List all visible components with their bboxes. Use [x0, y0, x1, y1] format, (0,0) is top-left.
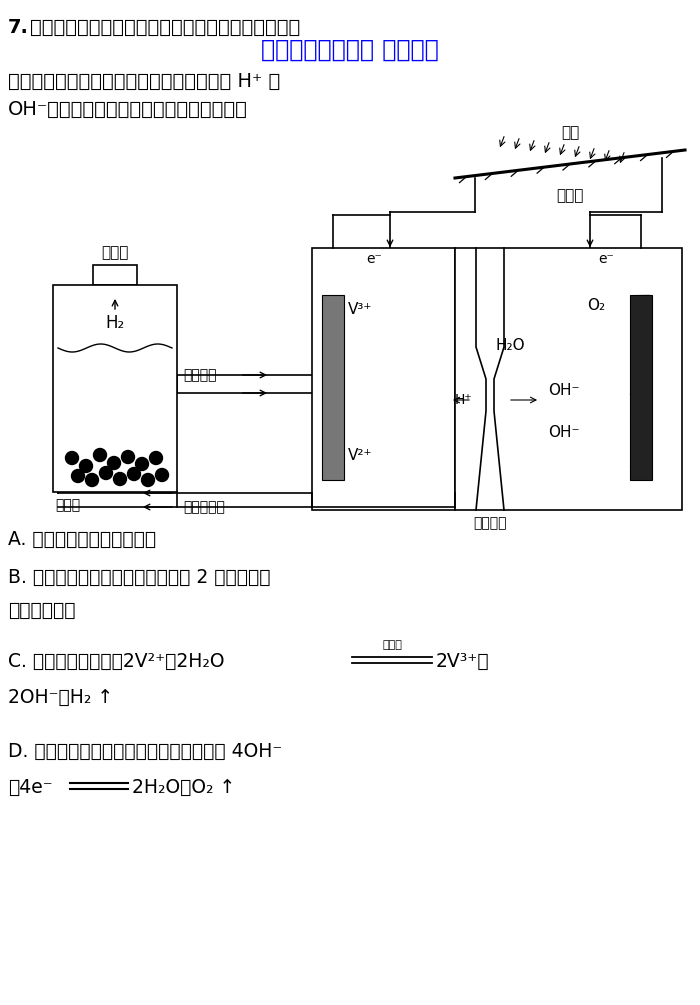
- Circle shape: [108, 456, 120, 469]
- Text: 再生溶液: 再生溶液: [183, 368, 216, 382]
- Text: 放电后溶液: 放电后溶液: [183, 500, 225, 514]
- Text: 2V³⁺＋: 2V³⁺＋: [436, 652, 489, 671]
- Bar: [58, 352, 173, 442]
- Text: H₂: H₂: [106, 314, 125, 332]
- Text: 催化剂: 催化剂: [55, 498, 80, 512]
- Text: 催化剂: 催化剂: [382, 640, 402, 650]
- Circle shape: [122, 450, 134, 463]
- Circle shape: [113, 472, 127, 485]
- Text: 微信公众号关注： 趣找答案: 微信公众号关注： 趣找答案: [261, 38, 439, 62]
- Circle shape: [85, 473, 99, 486]
- Circle shape: [99, 466, 113, 479]
- Text: 2OH⁻＋H₂ ↑: 2OH⁻＋H₂ ↑: [8, 688, 113, 707]
- Circle shape: [94, 448, 106, 461]
- Text: 7.: 7.: [8, 18, 29, 37]
- Text: 再生池: 再生池: [102, 245, 129, 260]
- Text: －4e⁻: －4e⁻: [8, 778, 52, 797]
- Bar: [630, 295, 652, 480]
- Circle shape: [136, 457, 148, 470]
- Circle shape: [150, 451, 162, 464]
- Text: 实现光能的充分利用，双极膜可将水解离为 H⁺ 和: 实现光能的充分利用，双极膜可将水解离为 H⁺ 和: [8, 72, 280, 91]
- Circle shape: [71, 469, 85, 482]
- Circle shape: [155, 468, 169, 481]
- Circle shape: [141, 473, 155, 486]
- Text: e⁻: e⁻: [598, 252, 614, 266]
- Text: OH⁻: OH⁻: [548, 425, 580, 440]
- Bar: [455, 248, 682, 510]
- Text: D. 光照过程中阳极区溶液的电极反应式为 4OH⁻: D. 光照过程中阳极区溶液的电极反应式为 4OH⁻: [8, 742, 282, 761]
- Text: OH⁻，并实现定向通过。下列说法错误的是: OH⁻，并实现定向通过。下列说法错误的是: [8, 100, 248, 119]
- Circle shape: [127, 467, 141, 480]
- Text: e⁻: e⁻: [366, 252, 382, 266]
- Text: H₂O: H₂O: [495, 338, 525, 353]
- Text: V³⁺: V³⁺: [348, 302, 372, 317]
- Circle shape: [66, 451, 78, 464]
- Text: A. 双极膜的左侧电极为阴极: A. 双极膜的左侧电极为阴极: [8, 530, 156, 549]
- Bar: [322, 295, 344, 480]
- Text: 热能的转化）: 热能的转化）: [8, 601, 76, 620]
- Bar: [53, 285, 177, 492]
- Text: 光照: 光照: [561, 125, 579, 140]
- Bar: [312, 248, 455, 510]
- Text: 光电池在光照条件下可产生电压，如图所示装置可以: 光电池在光照条件下可产生电压，如图所示装置可以: [30, 18, 300, 37]
- Bar: [93, 265, 137, 285]
- Text: V²⁺: V²⁺: [348, 448, 372, 463]
- Text: 2H₂O＋O₂ ↑: 2H₂O＋O₂ ↑: [132, 778, 235, 797]
- Text: OH⁻: OH⁻: [548, 383, 580, 398]
- Text: C. 再生池中的反应：2V²⁺＋2H₂O: C. 再生池中的反应：2V²⁺＋2H₂O: [8, 652, 225, 671]
- Text: H⁺: H⁺: [454, 393, 472, 407]
- Circle shape: [80, 459, 92, 472]
- Text: 双极性膜: 双极性膜: [473, 516, 507, 530]
- Text: B. 该装置中涉及的能量转化形式有 2 种（不考虑: B. 该装置中涉及的能量转化形式有 2 种（不考虑: [8, 568, 270, 587]
- Text: O₂: O₂: [587, 298, 605, 313]
- Text: 光电池: 光电池: [556, 188, 584, 203]
